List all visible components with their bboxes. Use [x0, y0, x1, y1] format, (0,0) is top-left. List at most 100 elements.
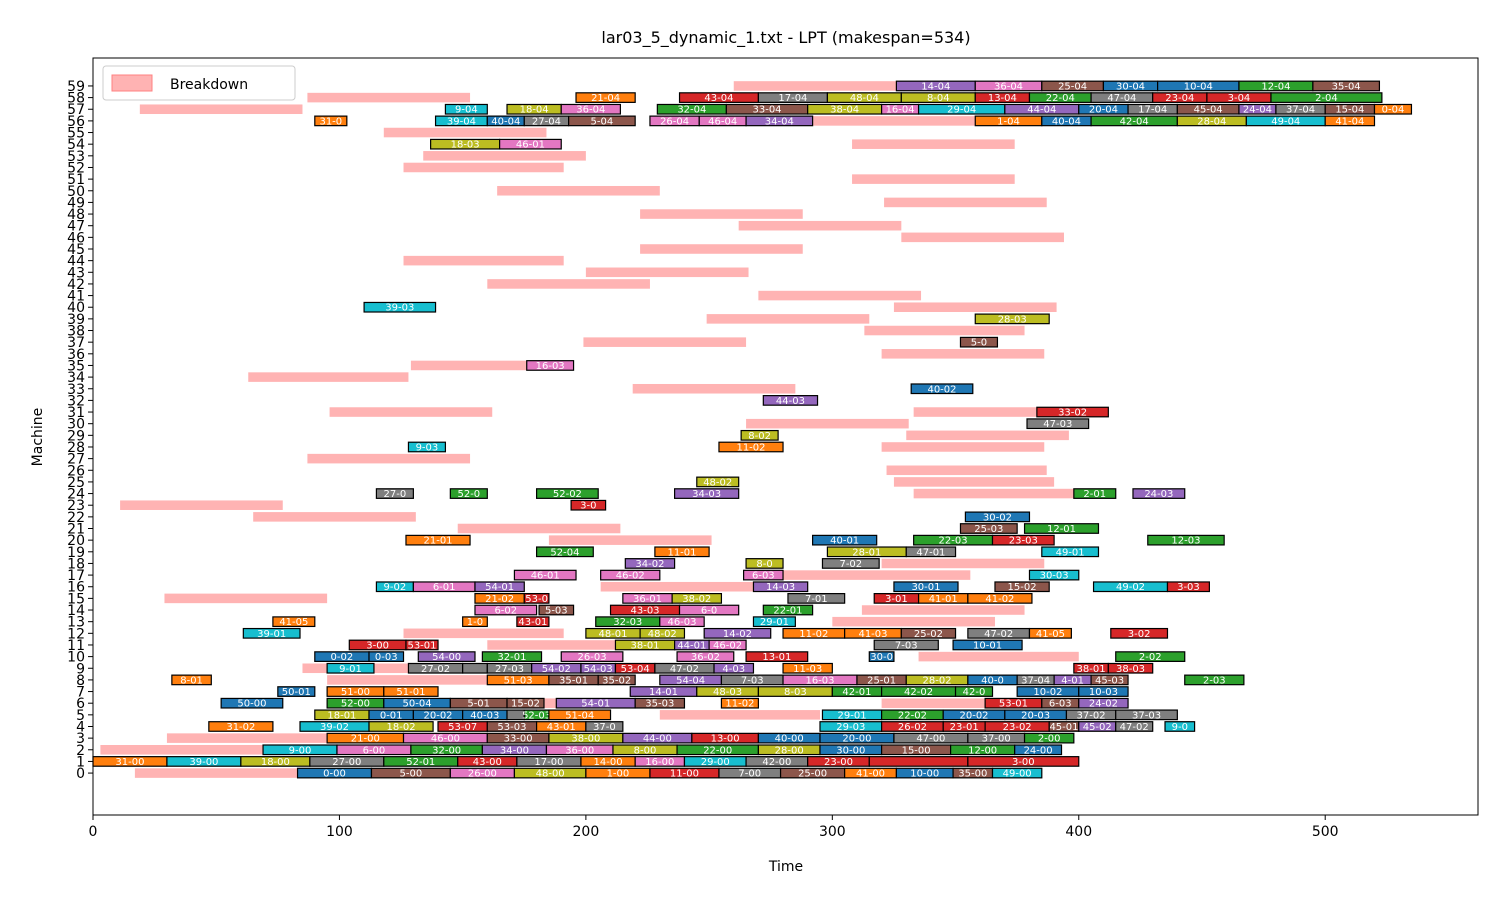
operation-label: 47-00	[916, 734, 945, 745]
operation-bar	[671, 593, 723, 604]
y-tick-label: 16	[67, 580, 85, 596]
breakdown-bar	[881, 698, 1042, 708]
operation-bar	[383, 686, 439, 697]
breakdown-bar	[585, 267, 749, 278]
operation-label: 43-01	[518, 617, 547, 628]
breakdown-bar	[487, 640, 650, 650]
operation-label: 12-04	[1261, 81, 1290, 92]
breakdown-bar	[329, 407, 493, 417]
operation-bar	[560, 103, 621, 115]
operation-label: 28-00	[775, 745, 804, 756]
operation-label: 42-00	[762, 757, 791, 768]
breakdown-bar	[640, 209, 803, 219]
operation-bar	[952, 639, 1023, 651]
operation-label: 20-02	[959, 710, 988, 721]
operation-bar	[523, 593, 550, 604]
operation-bar	[272, 616, 316, 628]
breakdown-bar	[864, 325, 1025, 336]
operation-label: 52-02	[553, 489, 582, 500]
y-tick-label: 44	[67, 254, 85, 270]
y-tick-label: 12	[67, 626, 85, 642]
operation-bar	[1184, 674, 1245, 686]
operation-label: 7-00	[738, 769, 761, 780]
operation-label: 1-04	[997, 116, 1020, 127]
breakdown-bar	[861, 605, 1025, 615]
breakdown-bar	[164, 593, 328, 604]
operation-bar	[548, 709, 612, 721]
operation-bar	[745, 558, 784, 569]
operation-bar	[535, 488, 599, 499]
operation-bar	[405, 534, 471, 546]
operation-label: 29-00	[701, 757, 730, 768]
operation-bar	[538, 604, 575, 616]
operation-bar	[363, 301, 437, 313]
operation-label: 24-04	[1243, 105, 1272, 116]
breakdown-bar	[893, 477, 1055, 487]
operation-label: 14-02	[723, 629, 752, 640]
operation-bar	[752, 616, 796, 628]
operation-bar	[171, 674, 212, 686]
operation-bar	[654, 546, 710, 558]
y-tick-label: 23	[67, 498, 85, 514]
operation-bar	[1147, 534, 1225, 546]
y-tick-label: 1	[76, 754, 85, 770]
x-axis-label: Time	[768, 859, 803, 875]
operation-label: 37-04	[1286, 105, 1315, 116]
operation-label: 2-02	[1139, 652, 1162, 663]
breakdown-bar	[913, 407, 1074, 417]
y-tick-label: 39	[67, 312, 85, 328]
breakdown-bar	[881, 442, 1045, 452]
y-tick-label: 10	[67, 650, 85, 666]
operation-label: 40-01	[830, 536, 859, 547]
operation-label: 53-01	[407, 640, 436, 651]
operation-label: 10-02	[1033, 687, 1062, 698]
operation-bar	[407, 441, 447, 453]
operation-label: 29-04	[947, 105, 976, 116]
breakdown-bar	[403, 162, 564, 173]
y-tick-label: 11	[67, 638, 85, 654]
operation-label: 13-00	[711, 734, 740, 745]
breakdown-bar	[812, 116, 976, 126]
operation-bar	[676, 651, 735, 662]
y-tick-label: 36	[67, 347, 85, 363]
operation-bar	[513, 569, 577, 581]
plot-area: 0-00 5-00 26-00 48-00 1-00 11-00 7-00 25-00 41-0…	[67, 57, 1479, 840]
operation-bar	[368, 651, 405, 662]
operation-label: 53-04	[621, 664, 650, 675]
operation-label: 43-04	[704, 93, 733, 104]
y-axis-label: Machine	[30, 408, 46, 467]
y-tick-label: 51	[67, 172, 85, 188]
operation-bar	[959, 336, 999, 348]
operation-label: 12-03	[1171, 536, 1200, 547]
operation-label: 33-00	[504, 734, 533, 745]
operation-label: 0-01	[380, 710, 403, 721]
operation-label: 7-03	[895, 640, 918, 651]
operation-label: 51-03	[504, 675, 533, 686]
y-tick-label: 9	[76, 661, 85, 677]
breakdown-bar	[134, 768, 298, 778]
operation-label: 54-01	[485, 582, 514, 593]
operation-bar	[1373, 103, 1413, 115]
operation-label: 5-03	[545, 606, 568, 617]
operation-label: 7-01	[805, 594, 828, 605]
breakdown-bar	[746, 418, 909, 429]
y-tick-label: 4	[76, 719, 85, 735]
operation-label: 32-03	[613, 617, 642, 628]
operation-label: 3-01	[885, 594, 908, 605]
y-tick-label: 58	[67, 91, 85, 107]
operation-label: 9-0	[1172, 722, 1188, 733]
y-tick-label: 42	[67, 277, 85, 293]
operation-label: 41-04	[1335, 116, 1364, 127]
operation-label: 30-01	[911, 582, 940, 593]
operation-label: 6-00	[363, 745, 386, 756]
breakdown-bar	[852, 139, 1015, 149]
operation-label: 40-0	[981, 675, 1004, 686]
operation-label: 38-01	[630, 640, 659, 651]
operation-label: 15-00	[902, 745, 931, 756]
operation-label: 46-02	[616, 571, 645, 582]
operation-label: 6-0	[701, 606, 717, 617]
breakdown-bar	[881, 558, 1045, 569]
operation-bar	[1324, 115, 1376, 127]
breakdown-bar	[120, 500, 283, 510]
